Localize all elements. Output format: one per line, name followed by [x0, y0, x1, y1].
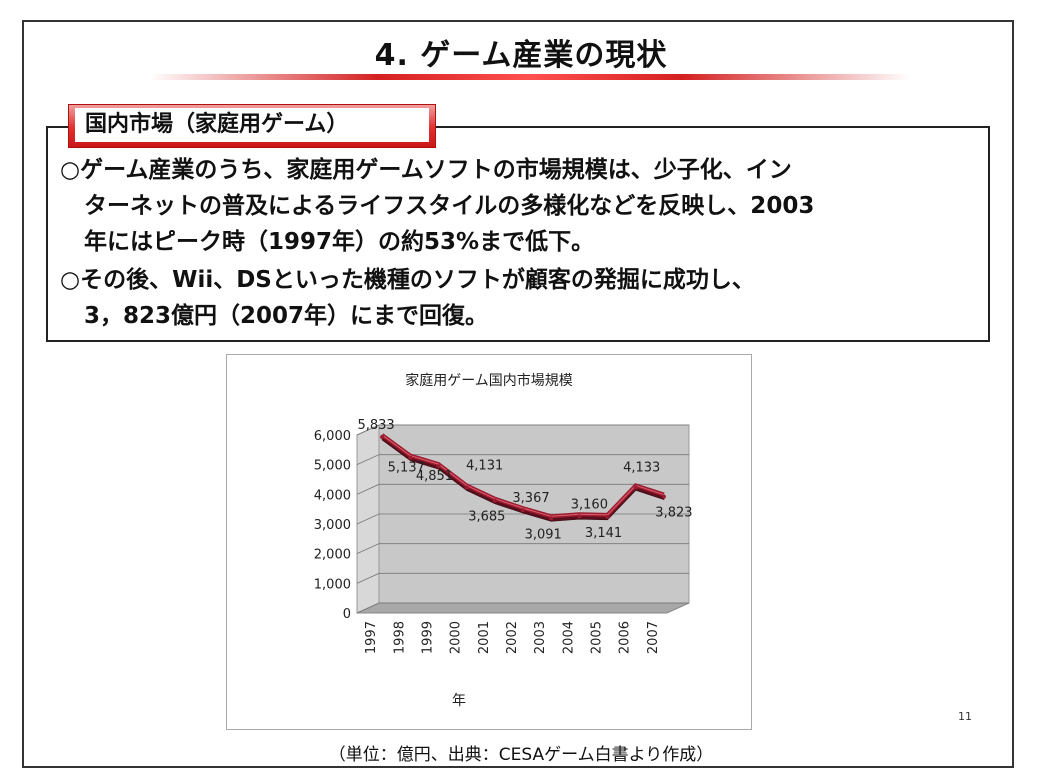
- chart-y-tick-label: 5,000: [314, 459, 351, 474]
- chart-data-label: 4,131: [466, 458, 503, 473]
- chart-data-label: 3,160: [571, 497, 608, 512]
- chart-data-label: 4,133: [623, 460, 660, 475]
- chart-gridline: [356, 424, 689, 436]
- chart-data-label: 3,823: [655, 506, 692, 521]
- chart-data-label: 3,091: [525, 527, 562, 542]
- bullet-2: ○その後、Wii、DSといった機種のソフトが顧客の発掘に成功し、 3，823億円…: [60, 262, 755, 334]
- chart-gridline: [356, 602, 689, 614]
- chart-gridline: [356, 543, 689, 555]
- chart-data-point: [436, 464, 441, 469]
- chart-y-tick-label: 0: [343, 607, 351, 622]
- line-chart: 家庭用ゲーム国内市場規模 0 1,000 2,000 3,000 4,000 5,000 6…: [314, 372, 693, 709]
- chart-data-point: [633, 485, 638, 490]
- chart-gridline: [356, 454, 689, 466]
- chart-data-label: 3,141: [585, 526, 622, 541]
- bullet-2-line-1: ○その後、Wii、DSといった機種のソフトが顧客の発掘に成功し、: [60, 267, 755, 293]
- chart-x-tick-label: 2007: [646, 621, 661, 654]
- chart-box: 家庭用ゲーム国内市場規模 0 1,000 2,000 3,000 4,000 5,000 6…: [226, 354, 752, 730]
- bullet-1: ○ゲーム産業のうち、家庭用ゲームソフトの市場規模は、少子化、イン ターネットの普…: [60, 152, 814, 260]
- title-underline: [150, 74, 910, 80]
- chart-data-point: [577, 514, 582, 519]
- chart-y-tick-label: 1,000: [314, 577, 351, 592]
- chart-x-tick-label: 2000: [449, 621, 464, 654]
- chart-x-tick-label: 2006: [618, 621, 633, 654]
- section-box: [46, 126, 990, 342]
- chart-x-tick-label: 1999: [420, 621, 435, 654]
- chart-y-tick-label: 2,000: [314, 548, 351, 563]
- chart-data-point: [605, 514, 610, 519]
- page-number: 11: [958, 710, 972, 723]
- chart-data-label: 5,137: [388, 461, 425, 476]
- chart-x-tick-label: 2004: [561, 621, 576, 654]
- chart-data-point: [521, 508, 525, 513]
- chart-x-tick-label: 2002: [505, 621, 520, 654]
- source-note: （単位：億円、出典：CESAゲーム白書より作成）: [328, 745, 714, 765]
- chart-title: 家庭用ゲーム国内市場規模: [405, 372, 573, 389]
- chart-x-tick-label: 2001: [477, 621, 492, 654]
- chart-y-tick-label: 6,000: [314, 429, 351, 444]
- chart-floor: [356, 602, 690, 614]
- chart-y-tick-label: 3,000: [314, 518, 351, 533]
- section-label: 国内市場（家庭用ゲーム）: [68, 104, 436, 148]
- chart-data-point: [408, 455, 413, 460]
- chart-data-point: [549, 516, 554, 521]
- chart-x-tick-label: 2005: [590, 621, 605, 654]
- chart-data-label: 3,685: [468, 510, 505, 525]
- bullet-1-line-2: ターネットの普及によるライフスタイルの多様化などを反映し、2003: [84, 193, 815, 219]
- chart-x-axis-label: 年: [452, 693, 466, 709]
- section-label-text: 国内市場（家庭用ゲーム）: [75, 108, 429, 142]
- chart-data-point: [661, 494, 666, 499]
- chart-data-label: 3,367: [512, 491, 549, 506]
- chart-x-tick-label: 2003: [533, 621, 548, 654]
- bullet-2-line-2: 3，823億円（2007年）にまで回復。: [84, 303, 489, 329]
- chart-data-point: [464, 485, 469, 490]
- bullet-1-line-3: 年にはピーク時（1997年）の約53%まで低下。: [84, 229, 595, 255]
- slide-title: 4. ゲーム産業の現状: [374, 38, 668, 73]
- chart-data-point: [492, 498, 497, 503]
- chart-gridline: [356, 483, 689, 495]
- chart-x-tick-label: 1998: [392, 621, 407, 654]
- chart-y-tick-label: 4,000: [314, 488, 351, 503]
- chart-x-tick-label: 1997: [364, 621, 379, 654]
- bullet-1-line-1: ○ゲーム産業のうち、家庭用ゲームソフトの市場規模は、少子化、イン: [60, 157, 792, 183]
- chart-data-point: [380, 434, 385, 439]
- chart-gridline: [356, 572, 689, 584]
- chart-data-label: 5,833: [357, 418, 394, 433]
- chart-data-label: 4,851: [416, 469, 453, 484]
